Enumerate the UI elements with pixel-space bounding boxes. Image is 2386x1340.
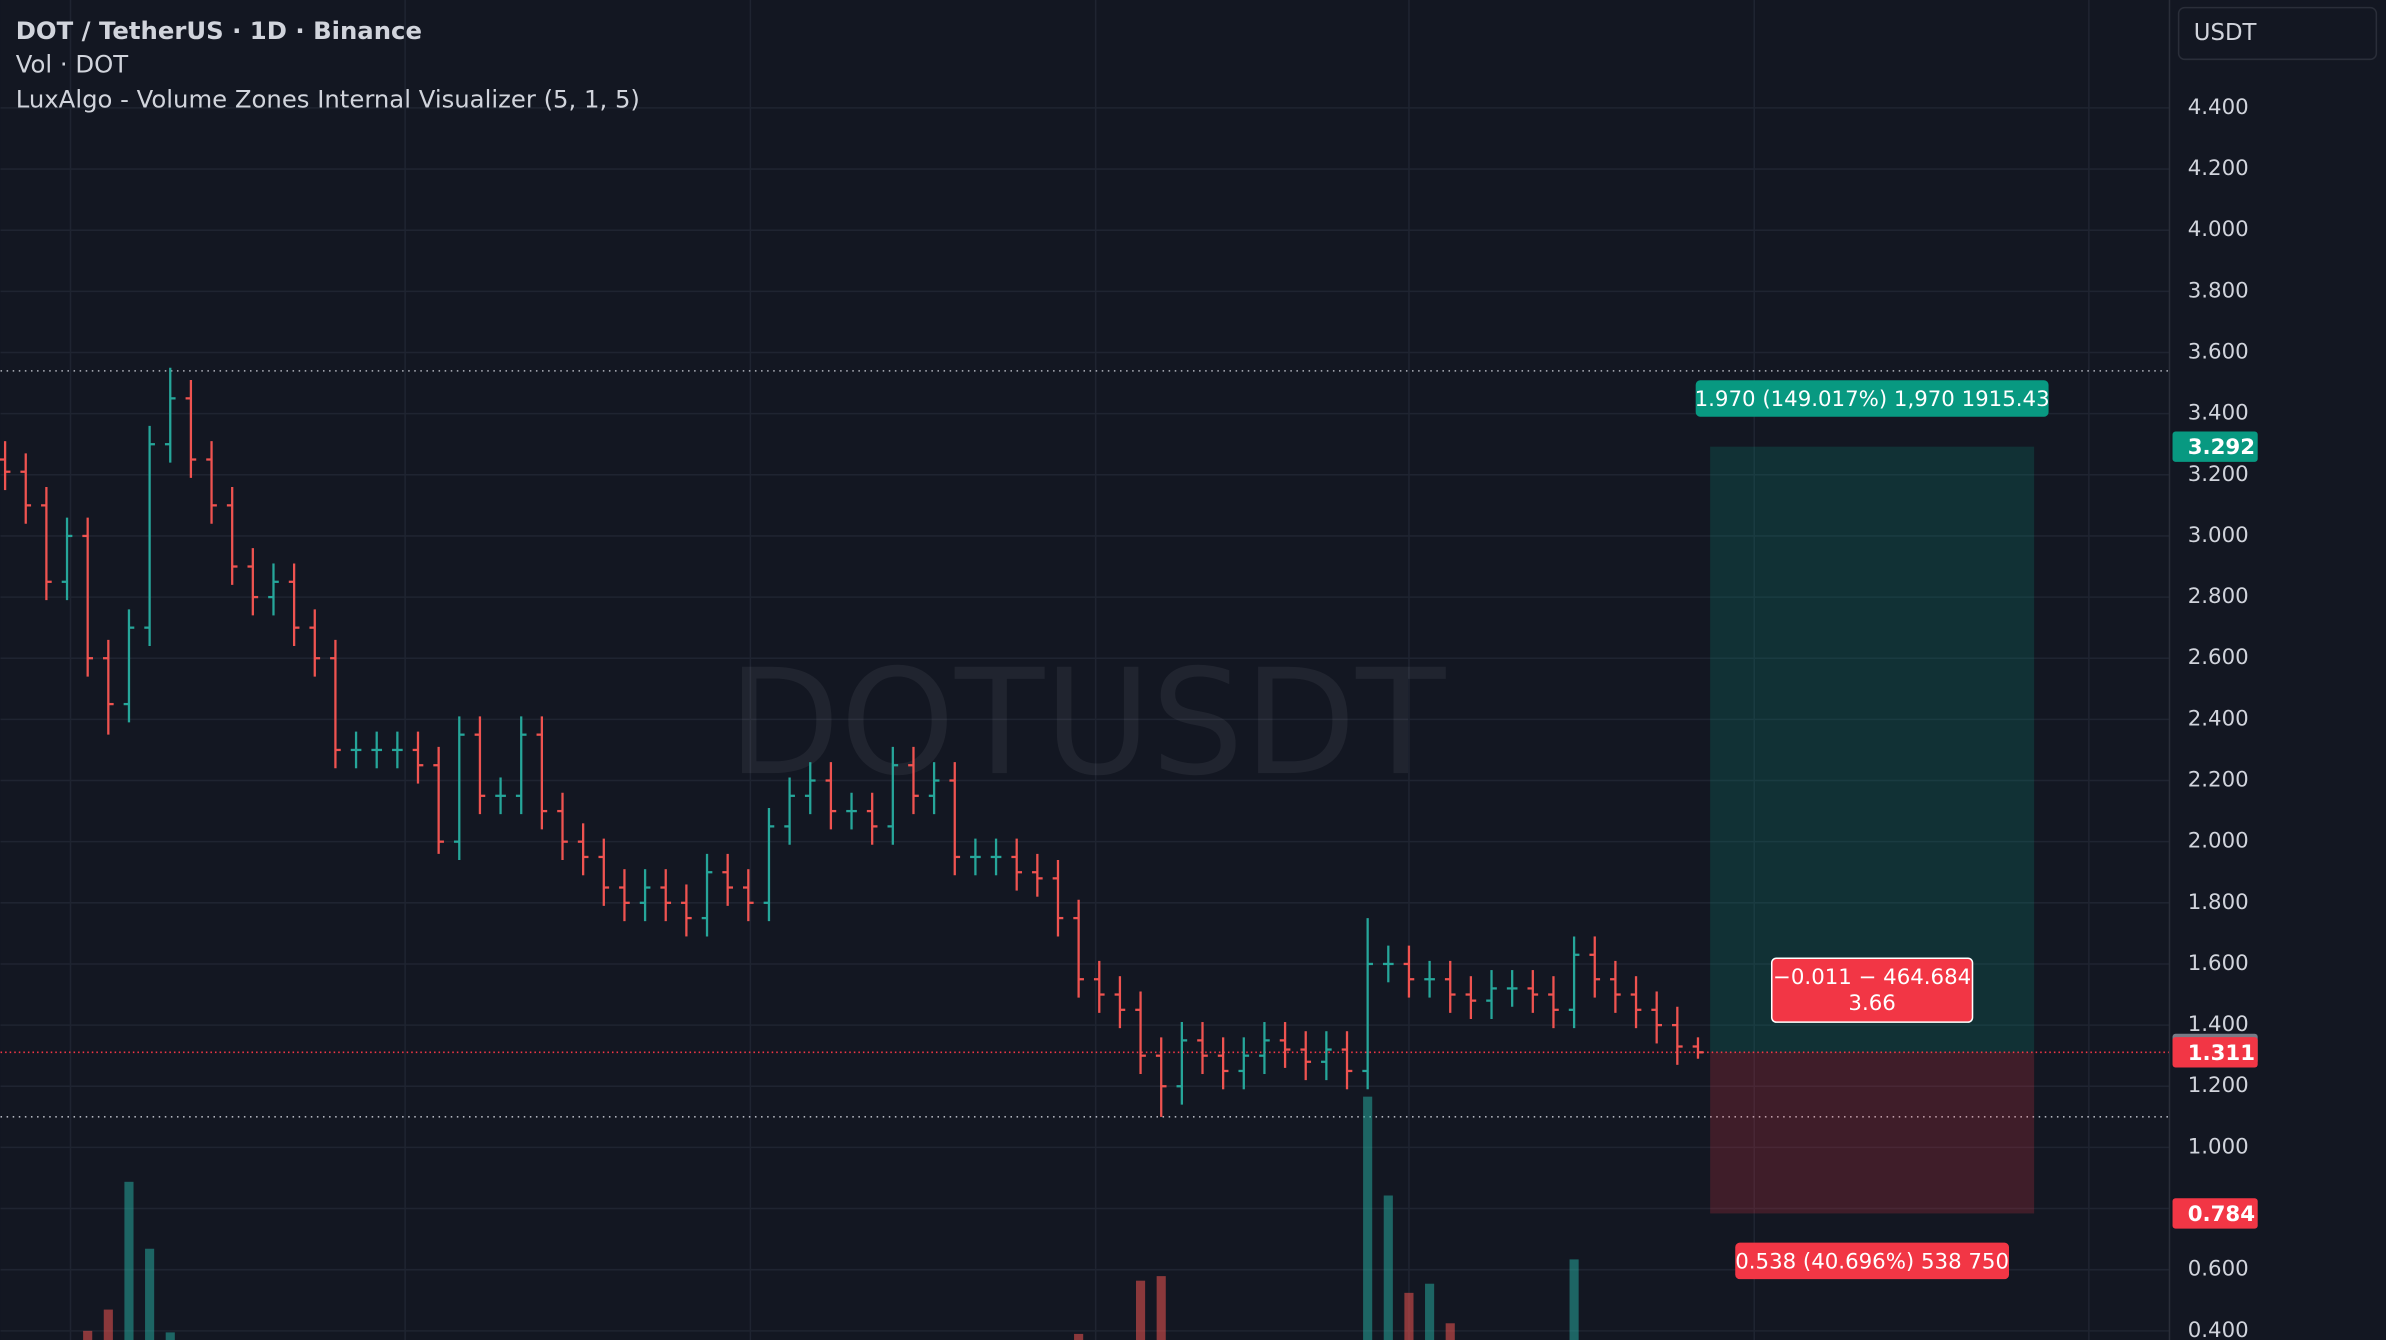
y-tick-label: 4.000 bbox=[2188, 217, 2249, 242]
y-tick-label: 3.000 bbox=[2188, 523, 2249, 548]
volume-bar bbox=[124, 1181, 134, 1340]
y-tick-label: 4.200 bbox=[2188, 156, 2249, 181]
volume-legend: Vol · DOT bbox=[16, 49, 128, 78]
y-tick-label: 0.600 bbox=[2188, 1257, 2249, 1282]
indicator-legend: LuxAlgo - Volume Zones Internal Visualiz… bbox=[16, 84, 640, 113]
position-label-box bbox=[1735, 1242, 2010, 1280]
volume-bar bbox=[1383, 1195, 1393, 1340]
y-tick-label: 4.400 bbox=[2188, 95, 2249, 120]
volume-bar bbox=[1363, 1096, 1373, 1340]
y-tick-label: 3.800 bbox=[2188, 278, 2249, 303]
volume-bar bbox=[1445, 1323, 1455, 1340]
currency-label[interactable]: USDT bbox=[2194, 20, 2257, 46]
volume-bar bbox=[83, 1330, 93, 1340]
volume-bar bbox=[1569, 1259, 1579, 1340]
watermark: DOTUSDT bbox=[728, 638, 1446, 808]
volume-bar bbox=[103, 1309, 113, 1340]
ratio-label: 3.66 bbox=[1848, 991, 1895, 1016]
stop-label: 0.538 (40.696%) 538 750 bbox=[1735, 1249, 2009, 1274]
volume-bar bbox=[165, 1332, 175, 1340]
price-tag bbox=[2172, 431, 2258, 462]
pnl-label: −0.011 − 464.684 bbox=[1773, 965, 1971, 990]
y-tick-label: 1.600 bbox=[2188, 951, 2249, 976]
y-tick-label: 2.000 bbox=[2188, 829, 2249, 854]
y-tick-label: 2.800 bbox=[2188, 584, 2249, 609]
volume-bar bbox=[1156, 1276, 1166, 1340]
price-tag-label: 3.292 bbox=[2188, 435, 2255, 460]
y-tick-label: 1.200 bbox=[2188, 1073, 2249, 1098]
target-zone bbox=[1710, 446, 2035, 1053]
position-label-box bbox=[1770, 957, 1974, 1023]
y-tick-label: 2.400 bbox=[2188, 706, 2249, 731]
y-tick-label: 3.600 bbox=[2188, 340, 2249, 365]
volume-bar bbox=[1135, 1280, 1146, 1340]
plot-layer: 1.970 (149.017%) 1,970 1915.43 −0.011 − 4… bbox=[0, 367, 2170, 1340]
price-tag-label: 0.784 bbox=[2188, 1202, 2255, 1227]
currency-button[interactable] bbox=[2177, 6, 2378, 61]
y-tick-label: 3.200 bbox=[2188, 462, 2249, 487]
volume-bar bbox=[145, 1248, 155, 1340]
target-label: 1.970 (149.017%) 1,970 1915.43 bbox=[1695, 387, 2050, 412]
y-tick-label: 0.400 bbox=[2188, 1318, 2249, 1340]
price-tag bbox=[2172, 1198, 2258, 1229]
y-tick-label: 1.800 bbox=[2188, 890, 2249, 915]
y-tick-label: 1.400 bbox=[2188, 1012, 2249, 1037]
symbol-title: DOT / TetherUS · 1D · Binance bbox=[16, 16, 422, 45]
grid-layer bbox=[0, 107, 2170, 1332]
y-tick-label: 3.400 bbox=[2188, 401, 2249, 426]
volume-bar bbox=[1074, 1333, 1084, 1340]
y-tick-label: 2.600 bbox=[2188, 645, 2249, 670]
y-tick-label: 2.200 bbox=[2188, 768, 2249, 793]
stop-zone bbox=[1710, 1052, 2035, 1214]
price-tag bbox=[2172, 1037, 2258, 1068]
volume-bar bbox=[1404, 1292, 1414, 1340]
position-label-box bbox=[1695, 380, 2049, 417]
volume-bar bbox=[1425, 1283, 1435, 1340]
price-axis: 0.4000.6000.8001.0001.2001.4001.6001.800… bbox=[2172, 95, 2258, 1340]
y-tick-label: 1.000 bbox=[2188, 1134, 2249, 1159]
price-tag-label: 1.311 bbox=[2188, 1041, 2255, 1066]
